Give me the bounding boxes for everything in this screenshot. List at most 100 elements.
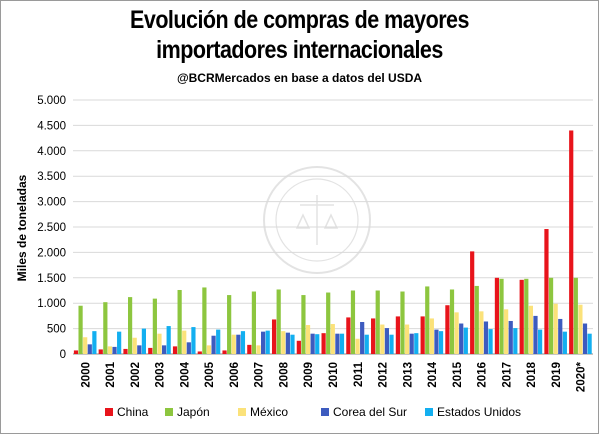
bar-china-2011 (346, 317, 351, 354)
bar-jap-n-2011 (350, 290, 356, 354)
legend: China Japón México Corea del Sur Estados Uni… (105, 405, 521, 419)
bar-estados-unidos-2018 (538, 329, 543, 354)
bar-m-xico-2020 (578, 304, 583, 354)
bar-corea-del-sur-2010 (335, 333, 340, 354)
bar-jap-n-2020 (573, 277, 578, 354)
bar-estados-unidos-2020 (587, 333, 592, 354)
bar-m-xico-2018 (528, 305, 533, 354)
bar-china-2005 (197, 351, 202, 354)
x-tick-label: 2001 (105, 361, 117, 387)
bar-china-2020 (569, 130, 574, 354)
bar-m-xico-2002 (132, 337, 137, 354)
bar-m-xico-2009 (305, 325, 311, 354)
bar-m-xico-2011 (355, 338, 360, 354)
bar-corea-del-sur-2019 (558, 318, 563, 354)
legend-label: Estados Unidos (437, 405, 521, 419)
bar-m-xico-2010 (330, 324, 335, 354)
bar-jap-n-2008 (276, 289, 281, 354)
bar-jap-n-2019 (548, 277, 554, 354)
bar-m-xico-2007 (256, 345, 261, 354)
bar-china-2018 (519, 279, 524, 354)
legend-swatch (105, 408, 113, 416)
bar-jap-n-2001 (103, 302, 108, 354)
bar-corea-del-sur-2007 (261, 331, 266, 354)
bars (73, 130, 592, 354)
legend-swatch (165, 408, 173, 416)
bar-m-xico-2000 (83, 337, 88, 354)
bar-corea-del-sur-2016 (483, 321, 489, 354)
bar-corea-del-sur-2008 (285, 332, 290, 354)
bar-jap-n-2004 (177, 289, 182, 354)
bar-china-2014 (420, 316, 425, 354)
bar-m-xico-2004 (182, 330, 187, 354)
bar-m-xico-2001 (107, 346, 113, 354)
watermark-seal (263, 166, 371, 274)
bar-jap-n-2017 (499, 278, 504, 354)
bar-china-2000 (73, 350, 79, 354)
bar-jap-n-2000 (78, 305, 83, 354)
bar-corea-del-sur-2018 (533, 315, 538, 354)
y-axis-ticks: 0 500 1.000 1.500 2.000 2.500 3.000 3.500 4.000 4… (37, 95, 66, 361)
bar-corea-del-sur-2020 (582, 323, 588, 354)
bar-corea-del-sur-2001 (112, 346, 117, 354)
bar-china-2016 (470, 251, 475, 354)
y-tick-label: 4.500 (37, 120, 66, 132)
bar-china-2004 (172, 346, 178, 354)
x-axis-ticks: 2000 2001 2002 2003 2004 2005 2006 2007 2008 2009… (80, 361, 587, 392)
x-tick-label: 2004 (179, 361, 191, 387)
bar-corea-del-sur-2012 (384, 328, 390, 354)
bar-jap-n-2018 (524, 278, 529, 354)
bar-jap-n-2014 (425, 286, 430, 354)
bar-m-xico-2016 (479, 311, 484, 354)
y-tick-label: 3.000 (37, 197, 66, 209)
bar-corea-del-sur-2002 (137, 345, 142, 354)
bar-corea-del-sur-2004 (186, 342, 191, 354)
bar-china-2010 (321, 333, 326, 354)
bar-m-xico-2017 (504, 309, 509, 354)
gridlines (73, 99, 593, 355)
bar-corea-del-sur-2015 (459, 323, 464, 354)
bar-estados-unidos-2014 (438, 331, 444, 354)
bar-china-2019 (544, 229, 549, 354)
bar-corea-del-sur-2005 (211, 335, 216, 354)
bar-jap-n-2016 (474, 285, 479, 354)
bar-estados-unidos-2016 (488, 329, 493, 354)
y-tick-label: 5.000 (37, 95, 66, 107)
bar-corea-del-sur-2003 (161, 345, 167, 354)
x-tick-label: 2020* (576, 361, 588, 392)
x-tick-label: 2011 (353, 361, 365, 387)
bar-jap-n-2003 (152, 298, 157, 354)
bar-estados-unidos-2011 (364, 334, 369, 354)
bar-corea-del-sur-2009 (310, 333, 315, 354)
bar-m-xico-2012 (380, 324, 385, 354)
bar-estados-unidos-2006 (240, 331, 246, 354)
bar-estados-unidos-2004 (191, 327, 196, 354)
y-tick-label: 1.000 (37, 298, 66, 310)
bar-estados-unidos-2002 (141, 328, 146, 354)
x-tick-label: 2005 (204, 361, 216, 387)
bar-corea-del-sur-2013 (409, 333, 414, 354)
bar-m-xico-2013 (404, 324, 410, 354)
bar-china-2006 (222, 350, 227, 354)
y-axis-label: Miles de toneladas (15, 174, 29, 281)
bar-china-2017 (494, 277, 500, 354)
bar-jap-n-2007 (251, 291, 257, 354)
bar-china-2008 (271, 319, 277, 354)
bar-jap-n-2013 (400, 291, 405, 354)
bar-corea-del-sur-2017 (508, 320, 513, 354)
bar-corea-del-sur-2011 (360, 322, 365, 354)
x-tick-label: 2018 (526, 361, 538, 387)
bar-china-2009 (296, 340, 301, 354)
bar-estados-unidos-2017 (513, 328, 518, 354)
bar-corea-del-sur-2014 (434, 329, 439, 354)
x-tick-label: 2002 (130, 362, 142, 388)
bar-jap-n-2012 (375, 290, 380, 354)
bar-estados-unidos-2019 (562, 331, 567, 354)
bar-m-xico-2003 (157, 333, 162, 354)
bar-estados-unidos-2005 (216, 329, 221, 354)
bar-jap-n-2010 (326, 292, 331, 354)
bar-jap-n-2002 (128, 297, 133, 354)
bar-m-xico-2006 (231, 334, 236, 354)
bar-m-xico-2008 (281, 331, 286, 354)
bar-estados-unidos-2003 (166, 326, 171, 354)
